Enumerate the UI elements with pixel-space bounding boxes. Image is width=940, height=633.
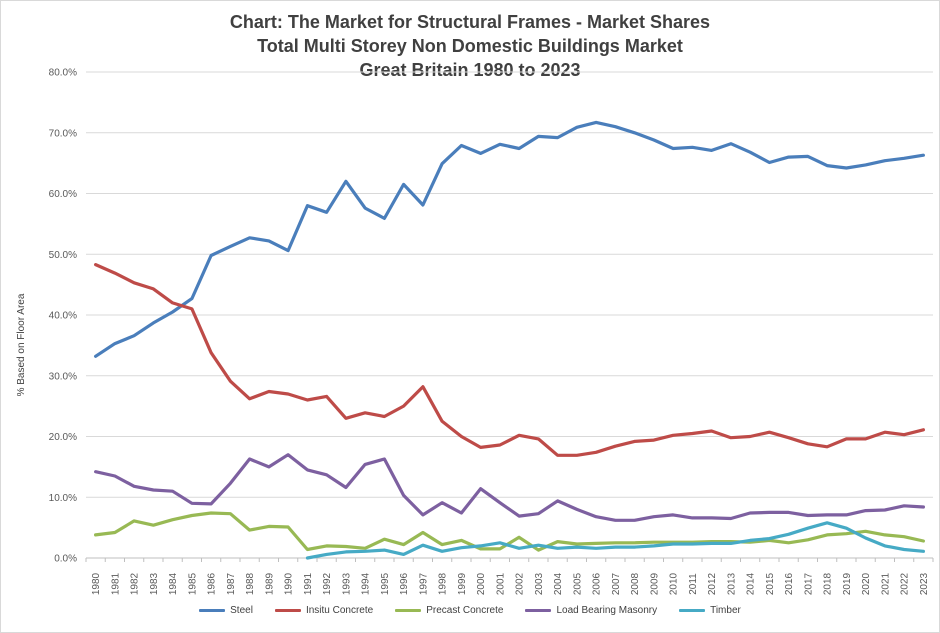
legend-item-timber: Timber [679,605,741,616]
legend-item-load-bearing-masonry: Load Bearing Masonry [525,605,657,616]
y-tick-label: 40.0% [49,311,77,322]
x-tick-label: 1989 [264,572,275,595]
legend-swatch [199,609,226,612]
x-tick-label: 1992 [322,572,333,595]
x-tick-label: 2006 [592,572,603,595]
x-tick-label: 1998 [438,572,449,595]
x-tick-label: 1993 [341,572,352,595]
x-tick-label: 2000 [476,572,487,595]
x-tick-label: 2022 [900,572,911,595]
x-tick-label: 2023 [919,572,930,595]
legend-swatch [679,609,706,612]
x-tick-label: 2010 [669,572,680,595]
x-tick-label: 2016 [784,572,795,595]
legend-label: Timber [710,605,741,616]
x-tick-label: 1984 [168,572,179,595]
series-line-precast-concrete [94,511,925,552]
legend-item-steel: Steel [199,605,253,616]
x-tick-label: 1985 [187,572,198,595]
x-tick-label: 2015 [765,572,776,595]
legend-label: Steel [230,605,253,616]
chart-title-line-2: Total Multi Storey Non Domestic Building… [257,36,683,56]
x-tick-label: 2014 [746,572,757,595]
x-tick-label: 1991 [303,572,314,595]
x-tick-label: 1990 [284,572,295,595]
x-tick-label: 1981 [110,572,121,595]
x-tick-label: 2007 [611,572,622,595]
y-tick-label: 70.0% [49,128,77,139]
chart-title-line-3: Great Britain 1980 to 2023 [359,60,581,80]
x-tick-label: 2012 [707,572,718,595]
x-tick-label: 1982 [130,572,141,595]
y-tick-label: 80.0% [49,68,77,79]
x-tick-label: 2003 [534,572,545,595]
series-line-timber [305,521,925,560]
y-tick-label: 60.0% [49,189,77,200]
y-tick-label: 0.0% [54,554,77,565]
y-tick-label: 30.0% [49,371,77,382]
x-tick-label: 1996 [399,572,410,595]
x-axis-ticks: 1980 1981 1982 1983 1984 1985 1986 1987 1988 1989… [85,558,934,595]
y-axis-label: % Based on Floor Area [16,293,27,396]
x-tick-label: 1994 [361,572,372,595]
y-axis-ticks: 0.0% 10.0% 20.0% 30.0% 40.0% 50.0% 60.0% 70.0% 8… [49,68,77,565]
chart-title: Chart: The Market for Structural Frames … [0,10,940,82]
legend-item-precast-concrete: Precast Concrete [395,605,503,616]
x-tick-label: 1999 [457,572,468,595]
x-tick-label: 2013 [726,572,737,595]
legend: Steel Insitu Concrete Precast Concrete Load… [0,605,940,616]
x-tick-label: 1980 [91,572,102,595]
y-tick-label: 50.0% [49,250,77,261]
legend-label: Insitu Concrete [305,605,374,616]
y-tick-label: 20.0% [49,432,77,443]
x-tick-label: 1986 [207,572,218,595]
x-tick-label: 2004 [553,572,564,595]
x-tick-label: 2020 [861,572,872,595]
legend-label: Precast Concrete [426,605,504,616]
x-tick-label: 2019 [842,572,853,595]
series-lines [94,120,925,560]
x-tick-label: 2011 [688,573,699,595]
x-tick-label: 2021 [880,572,891,595]
x-tick-label: 2018 [823,572,834,595]
legend-swatch [395,609,422,612]
x-tick-label: 1997 [418,572,429,595]
chart-title-line-1: Chart: The Market for Structural Frames … [229,12,711,32]
y-tick-label: 10.0% [49,493,77,504]
x-tick-label: 2009 [649,572,660,595]
series-line-load-bearing-masonry [94,453,925,522]
x-tick-label: 2017 [803,572,814,595]
x-tick-label: 1987 [226,572,237,595]
series-line-steel [94,120,925,358]
x-tick-label: 1988 [245,572,256,595]
x-tick-label: 1983 [149,572,160,595]
legend-item-insitu-concrete: Insitu Concrete [274,605,374,616]
series-line-insitu-concrete [94,263,925,457]
x-tick-label: 1995 [380,572,391,595]
legend-swatch [525,609,552,612]
x-tick-label: 2002 [515,572,526,595]
x-tick-label: 2001 [495,572,506,595]
x-tick-label: 2005 [572,572,583,595]
legend-label: Load Bearing Masonry [556,605,658,616]
x-tick-label: 2008 [630,572,641,595]
legend-swatch [274,609,301,612]
